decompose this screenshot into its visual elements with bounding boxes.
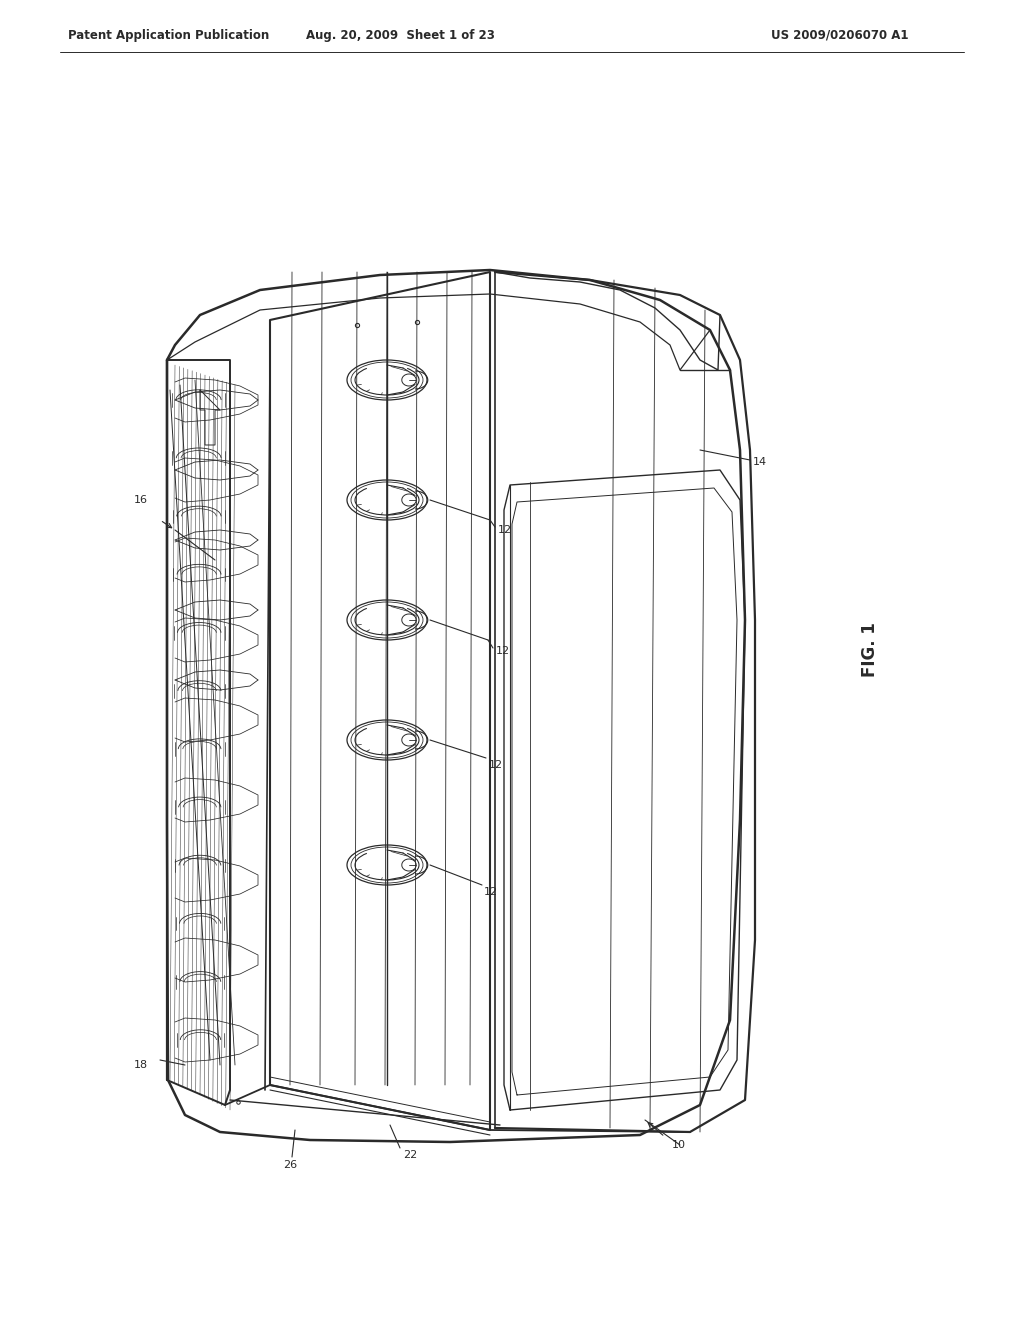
Text: 12: 12	[489, 760, 503, 770]
Text: Aug. 20, 2009  Sheet 1 of 23: Aug. 20, 2009 Sheet 1 of 23	[305, 29, 495, 41]
Text: Patent Application Publication: Patent Application Publication	[68, 29, 269, 41]
Text: 14: 14	[753, 457, 767, 467]
Text: 12: 12	[496, 645, 510, 656]
Text: 18: 18	[134, 1060, 148, 1071]
Text: FIG. 1: FIG. 1	[861, 623, 879, 677]
Text: 10: 10	[672, 1140, 686, 1150]
Text: 26: 26	[283, 1160, 297, 1170]
Text: 12: 12	[484, 887, 498, 898]
Text: US 2009/0206070 A1: US 2009/0206070 A1	[771, 29, 908, 41]
Text: 12: 12	[498, 525, 512, 535]
Text: 16: 16	[134, 495, 148, 506]
Text: 22: 22	[402, 1150, 417, 1160]
